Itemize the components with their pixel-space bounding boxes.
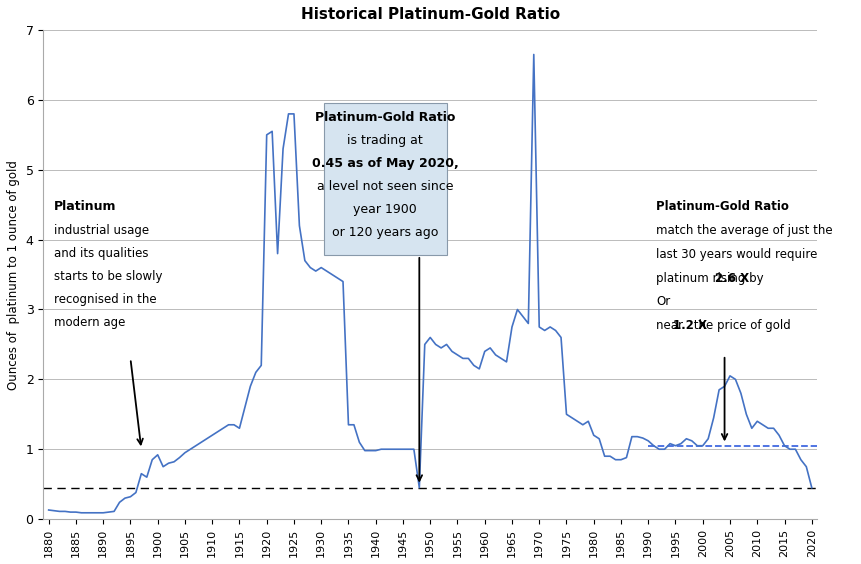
Text: year 1900: year 1900 <box>353 203 417 217</box>
Text: industrial usage: industrial usage <box>54 224 149 237</box>
Text: recognised in the: recognised in the <box>54 293 157 306</box>
Text: Platinum: Platinum <box>54 200 116 213</box>
Text: 0.45 as of May 2020,: 0.45 as of May 2020, <box>312 157 458 170</box>
Text: a level not seen since: a level not seen since <box>317 180 453 193</box>
Text: modern age: modern age <box>54 316 126 329</box>
Text: match the average of just the: match the average of just the <box>656 224 832 237</box>
Text: 1.2 X: 1.2 X <box>672 319 706 332</box>
Text: the price of gold: the price of gold <box>690 319 790 332</box>
Text: Platinum-Gold Ratio: Platinum-Gold Ratio <box>315 111 455 124</box>
Text: Platinum-Gold Ratio: Platinum-Gold Ratio <box>656 200 789 213</box>
Title: Historical Platinum-Gold Ratio: Historical Platinum-Gold Ratio <box>300 7 559 22</box>
Text: is trading at: is trading at <box>347 134 423 147</box>
Y-axis label: Ounces of  platinum to 1 ounce of gold: Ounces of platinum to 1 ounce of gold <box>7 160 20 390</box>
Text: near: near <box>656 319 686 332</box>
FancyBboxPatch shape <box>324 103 446 255</box>
Text: last 30 years would require: last 30 years would require <box>656 248 817 261</box>
Text: and its qualities: and its qualities <box>54 247 148 260</box>
Text: 2.6 X: 2.6 X <box>715 271 748 285</box>
Text: platinum rising by: platinum rising by <box>656 271 767 285</box>
Text: Or: Or <box>656 296 670 309</box>
Text: or 120 years ago: or 120 years ago <box>331 226 438 239</box>
Text: starts to be slowly: starts to be slowly <box>54 270 163 283</box>
